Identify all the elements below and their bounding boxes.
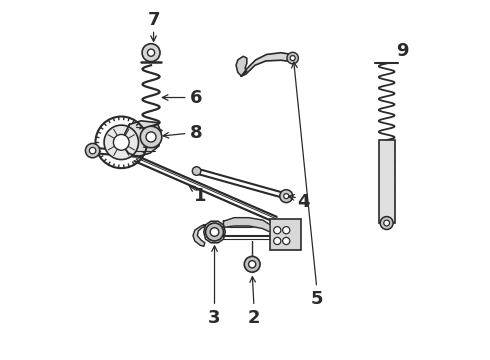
Circle shape (280, 190, 293, 203)
Circle shape (89, 147, 96, 154)
Circle shape (248, 261, 256, 268)
Polygon shape (242, 53, 295, 76)
Circle shape (146, 132, 156, 142)
Circle shape (210, 228, 219, 236)
Text: 4: 4 (297, 193, 309, 211)
Circle shape (290, 55, 295, 60)
Circle shape (380, 217, 393, 229)
Polygon shape (193, 225, 205, 246)
Circle shape (142, 44, 160, 62)
Circle shape (245, 256, 260, 272)
Circle shape (205, 223, 223, 241)
Text: 9: 9 (396, 42, 409, 60)
Text: 8: 8 (190, 125, 203, 143)
Circle shape (274, 226, 281, 234)
Text: 3: 3 (208, 309, 221, 327)
Text: 2: 2 (248, 309, 260, 327)
Polygon shape (123, 121, 161, 157)
Text: 5: 5 (311, 290, 323, 308)
Circle shape (274, 237, 281, 244)
Circle shape (283, 237, 290, 244)
Text: 7: 7 (147, 12, 160, 30)
Circle shape (104, 125, 139, 159)
Circle shape (284, 194, 289, 199)
Polygon shape (236, 56, 247, 76)
Circle shape (192, 167, 201, 175)
Polygon shape (204, 221, 225, 243)
Circle shape (85, 143, 100, 158)
Circle shape (384, 220, 390, 226)
Circle shape (113, 134, 129, 150)
Circle shape (140, 126, 162, 148)
Polygon shape (223, 218, 270, 232)
Bar (379, 140, 394, 223)
Bar (270, 220, 300, 250)
Text: 6: 6 (190, 89, 203, 107)
Circle shape (283, 226, 290, 234)
Circle shape (147, 49, 155, 56)
Circle shape (287, 52, 298, 64)
Text: 1: 1 (194, 187, 206, 205)
